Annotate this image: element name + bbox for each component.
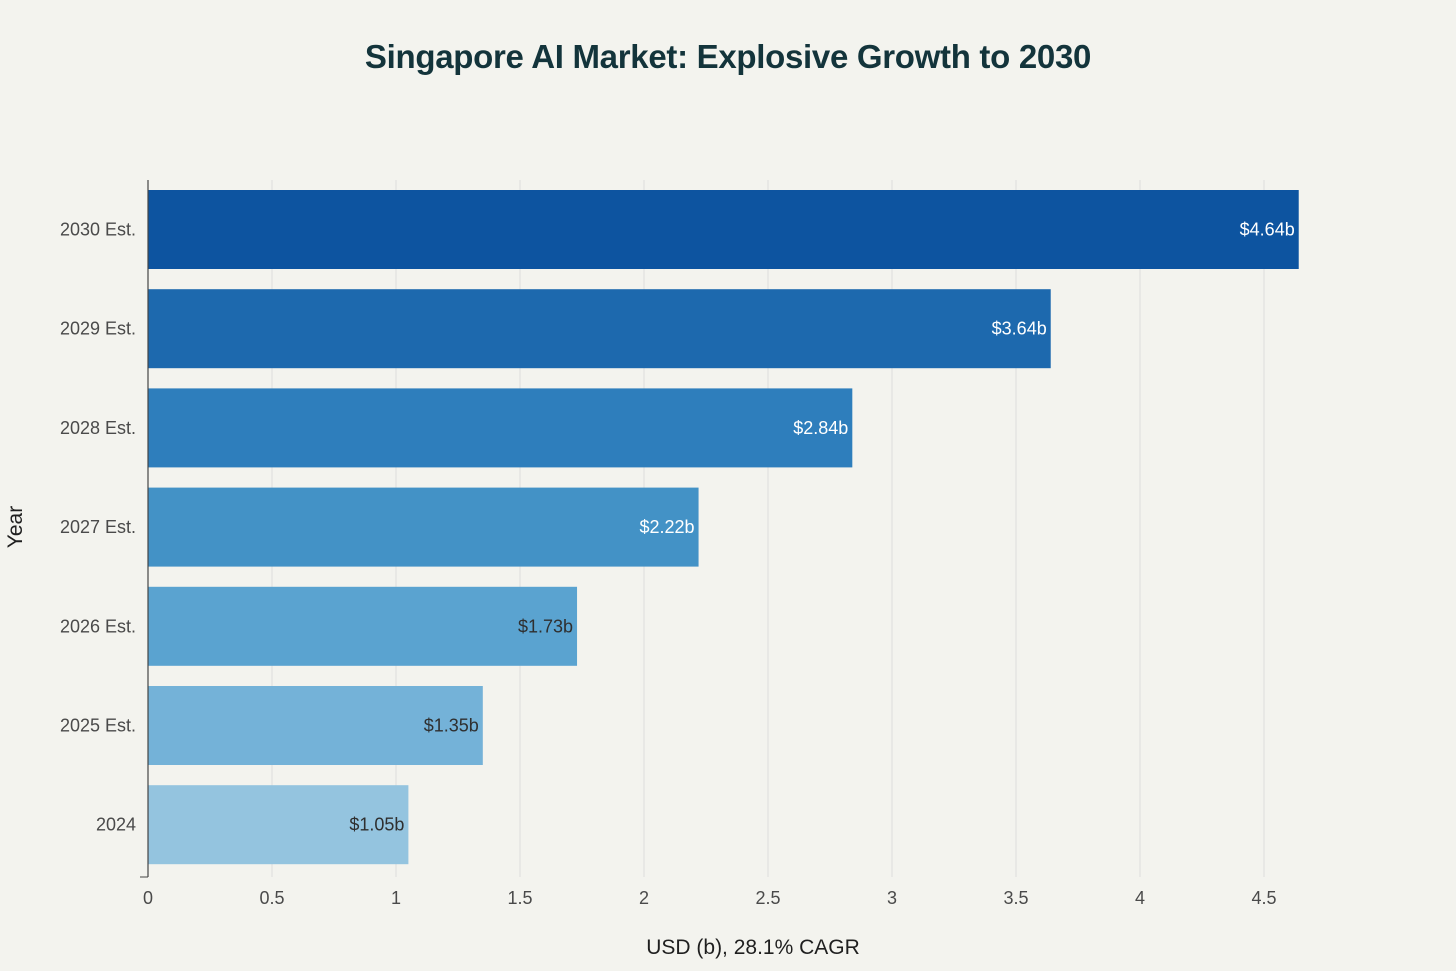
x-tick-labels: 0 0.5 1 1.5 2 2.5 3 3.5 4 4.5 [143,888,1277,908]
data-label: $2.84b [793,418,848,438]
data-label: $1.35b [424,716,479,736]
axes [140,180,149,878]
y-tick-label: 2029 Est. [60,319,136,339]
x-tick-label: 4 [1135,888,1145,908]
bar [148,686,483,765]
bar [148,785,409,865]
chart-title: Singapore AI Market: Explosive Growth to… [364,38,1092,75]
y-tick-label: 2026 Est. [60,616,136,636]
y-tick-label: 2030 Est. [60,220,136,240]
x-tick-label: 3 [887,888,897,908]
x-axis-title: USD (b), 28.1% CAGR [646,936,860,959]
y-tick-label: 2028 Est. [60,418,136,438]
y-axis-title: Year [4,506,27,548]
bar [148,289,1051,369]
bars [148,190,1299,865]
data-label: $3.64b [992,319,1047,339]
y-tick-label: 2024 [96,815,136,835]
bar [148,586,578,666]
data-label: $4.64b [1240,220,1295,240]
x-tick-label: 0 [143,888,153,908]
data-label: $1.73b [518,616,573,636]
x-tick-label: 3.5 [1003,888,1028,908]
x-tick-label: 2 [639,888,649,908]
x-tick-label: 1.5 [507,888,532,908]
x-tick-label: 4.5 [1251,888,1276,908]
x-tick-label: 0.5 [259,888,284,908]
y-tick-label: 2027 Est. [60,517,136,537]
bar [148,190,1299,269]
y-tick-labels: 2024 2025 Est. 2026 Est. 2027 Est. 2028 Est.… [60,220,136,835]
x-tick-label: 2.5 [755,888,780,908]
bar [148,388,853,468]
data-label: $1.05b [349,815,404,835]
x-tick-label: 1 [391,888,401,908]
data-labels: $1.05b $1.35b $1.73b $2.22b $2.84b $3.64b $4.6… [349,220,1294,835]
y-tick-label: 2025 Est. [60,716,136,736]
bar [148,487,699,567]
data-label: $2.22b [639,517,694,537]
